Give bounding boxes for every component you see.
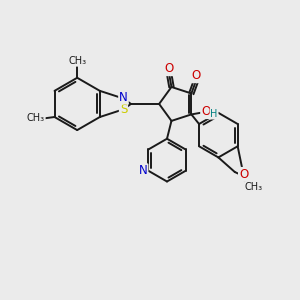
- Text: CH₃: CH₃: [27, 113, 45, 124]
- Text: CH₃: CH₃: [68, 56, 86, 66]
- Text: CH₃: CH₃: [245, 182, 263, 192]
- Text: N: N: [139, 164, 148, 177]
- Text: O: O: [191, 69, 200, 82]
- Text: O: O: [165, 62, 174, 75]
- Text: O: O: [239, 168, 248, 181]
- Text: H: H: [210, 109, 218, 119]
- Text: N: N: [119, 91, 128, 103]
- Text: S: S: [120, 103, 127, 116]
- Text: O: O: [201, 105, 210, 118]
